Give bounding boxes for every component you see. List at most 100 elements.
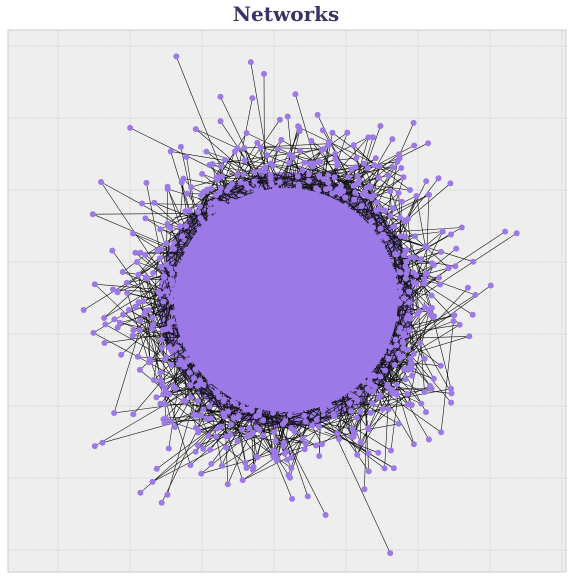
edge	[138, 250, 158, 275]
node	[406, 315, 413, 322]
node	[166, 319, 173, 326]
node	[286, 151, 293, 158]
edge	[235, 98, 253, 181]
edge	[384, 388, 390, 469]
edge	[425, 194, 430, 274]
node	[188, 184, 195, 191]
node	[157, 291, 164, 297]
node	[124, 289, 131, 296]
node	[149, 478, 156, 485]
node	[405, 366, 412, 373]
node	[241, 145, 248, 151]
node	[367, 373, 374, 380]
node	[385, 406, 392, 413]
node	[261, 70, 267, 77]
node	[404, 390, 411, 397]
node	[387, 188, 394, 195]
node	[397, 355, 404, 362]
edge	[298, 127, 404, 178]
node	[271, 429, 278, 436]
node	[208, 460, 215, 467]
node	[364, 165, 371, 172]
edge	[186, 156, 194, 202]
edge	[432, 317, 452, 389]
node	[157, 369, 164, 376]
edge	[219, 420, 248, 437]
node	[130, 327, 137, 334]
node	[365, 424, 372, 431]
edge	[272, 412, 321, 436]
node	[226, 184, 233, 191]
edge	[170, 151, 196, 231]
node	[177, 337, 184, 343]
edge	[252, 414, 290, 420]
node	[247, 59, 254, 66]
node	[114, 324, 121, 331]
node	[400, 295, 407, 302]
node	[361, 160, 367, 167]
node	[172, 385, 179, 392]
node	[111, 410, 118, 416]
node	[367, 409, 374, 416]
node	[322, 512, 329, 518]
node	[127, 124, 134, 131]
edge	[100, 181, 165, 278]
node	[393, 293, 400, 299]
node	[163, 240, 170, 247]
node	[178, 179, 185, 186]
edge	[163, 394, 254, 471]
node	[487, 282, 494, 289]
node	[325, 172, 332, 179]
node	[158, 263, 165, 270]
node	[385, 172, 392, 179]
node	[231, 148, 238, 155]
edge	[227, 178, 271, 192]
node	[139, 200, 145, 207]
edge	[105, 324, 161, 356]
node	[315, 187, 322, 194]
edge	[440, 321, 454, 433]
node	[337, 190, 344, 197]
node	[149, 314, 156, 321]
node	[203, 148, 210, 155]
node	[322, 186, 329, 193]
edge	[94, 388, 192, 447]
node	[400, 174, 407, 181]
edge	[403, 324, 460, 334]
node	[397, 214, 403, 221]
node	[397, 289, 404, 296]
node	[192, 366, 199, 373]
edge	[416, 195, 426, 247]
node	[361, 379, 367, 386]
node	[167, 276, 174, 283]
edge	[198, 420, 225, 433]
node	[136, 317, 143, 324]
node	[422, 243, 429, 250]
node	[285, 472, 292, 479]
node	[110, 286, 116, 293]
edge	[345, 125, 381, 224]
node	[397, 325, 404, 331]
node	[173, 53, 180, 60]
grid	[8, 30, 566, 572]
node	[169, 244, 176, 251]
node	[196, 203, 203, 210]
node	[413, 193, 420, 199]
node	[410, 441, 417, 448]
edge	[287, 116, 295, 182]
node	[401, 218, 408, 225]
node	[262, 164, 269, 171]
edge	[139, 330, 175, 381]
edge	[263, 73, 265, 182]
node	[401, 252, 408, 259]
node	[299, 167, 306, 174]
edge	[242, 448, 305, 481]
edge	[195, 128, 276, 198]
node	[294, 173, 301, 180]
node	[351, 196, 358, 203]
node	[387, 344, 394, 351]
node	[513, 230, 520, 237]
node	[177, 223, 184, 230]
edge	[405, 336, 470, 339]
